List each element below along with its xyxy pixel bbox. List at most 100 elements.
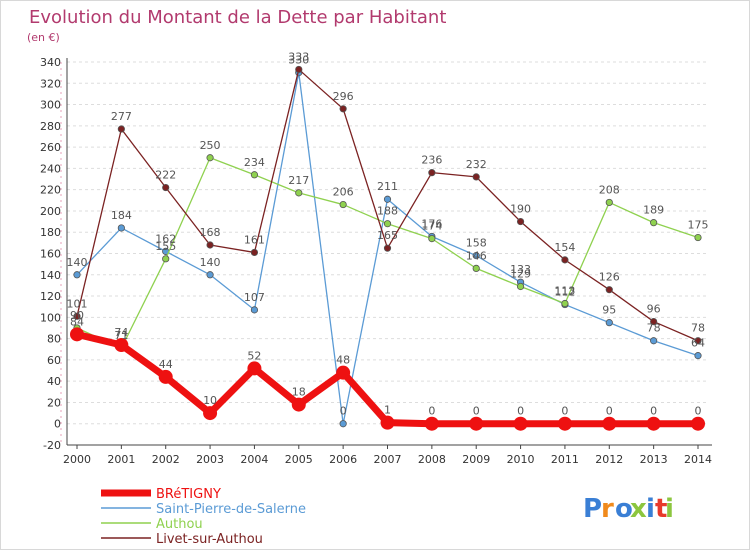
series-point: [428, 169, 436, 177]
data-label: 101: [67, 297, 88, 310]
series-point: [247, 361, 262, 376]
data-label: 140: [200, 256, 221, 269]
y-tick-label: 160: [40, 248, 61, 261]
grid-lines: [67, 61, 708, 446]
legend-label: Authou: [156, 517, 203, 532]
data-label: 78: [647, 322, 661, 335]
data-label: 52: [247, 349, 261, 362]
y-tick-label: 0: [54, 418, 61, 431]
data-label: 330: [288, 54, 309, 67]
series-point: [114, 337, 129, 352]
logo-letter: o: [615, 494, 633, 524]
series-point: [336, 365, 351, 380]
series-point: [291, 397, 306, 412]
y-tick-label: 260: [40, 141, 61, 154]
data-label: 162: [155, 232, 176, 245]
series-point: [605, 198, 613, 207]
series-point: [339, 420, 347, 428]
data-label: 95: [602, 304, 616, 317]
legend: BRéTIGNYSaint-Pierre-de-SalerneAuthouLiv…: [101, 487, 306, 547]
series-point: [117, 224, 125, 232]
y-tick-labels: -20 0 20 40 60 80 100 120 140 160 180 200 220 240 260 2…: [40, 56, 61, 452]
series-point: [339, 105, 347, 113]
logo-letter: i: [665, 494, 674, 524]
logo-letter: t: [655, 494, 667, 524]
series-point: [117, 125, 125, 133]
series-point: [295, 65, 303, 74]
logo-letter: x: [630, 494, 647, 524]
x-tick-label: 2011: [551, 453, 579, 466]
x-tick-label: 2007: [374, 453, 402, 466]
data-label: 96: [647, 303, 661, 316]
data-label: 0: [340, 405, 347, 418]
logo-letter: i: [646, 494, 655, 524]
data-label: 217: [288, 174, 309, 187]
data-label: 211: [377, 180, 398, 193]
data-label: 107: [244, 291, 265, 304]
y-tick-label: 240: [40, 162, 61, 175]
series-point: [646, 416, 661, 431]
x-tick-label: 2005: [285, 453, 313, 466]
series-point: [73, 271, 81, 279]
series-point: [472, 252, 480, 260]
x-tick-label: 2013: [640, 453, 668, 466]
data-label: 112: [554, 286, 575, 299]
data-label: 0: [695, 405, 702, 418]
y-tick-label: 40: [47, 375, 61, 388]
series-point: [70, 327, 84, 342]
data-label: 78: [691, 322, 705, 335]
series-point: [339, 200, 347, 209]
y-tick-label: 120: [40, 290, 61, 303]
logo-letter: P: [583, 494, 602, 524]
y-tick-label: -20: [43, 439, 61, 452]
logo-letter: r: [601, 494, 614, 524]
series-point: [472, 173, 480, 181]
data-label: 158: [466, 237, 487, 250]
data-label: 140: [67, 256, 88, 269]
series-point: [605, 319, 613, 327]
x-tick-label: 2012: [595, 453, 623, 466]
x-tick-label: 2003: [196, 453, 224, 466]
series-point: [605, 286, 613, 294]
data-label: 10: [203, 394, 217, 407]
series-point: [383, 220, 392, 228]
series-point: [73, 312, 81, 320]
data-label: 222: [155, 169, 176, 182]
data-label: 189: [643, 204, 664, 217]
series-point: [513, 416, 528, 431]
series-point: [250, 306, 259, 314]
x-tick-label: 2008: [418, 453, 446, 466]
data-label: 146: [466, 249, 487, 262]
y-tick-label: 180: [40, 226, 61, 239]
x-tick-label: 2009: [462, 453, 490, 466]
series-point: [602, 416, 617, 431]
data-label: 129: [510, 267, 531, 280]
data-label: 44: [159, 358, 173, 371]
x-tick-label: 2014: [684, 453, 712, 466]
data-label: 74: [114, 326, 128, 339]
chart-subtitle: (en €): [27, 31, 60, 44]
y-tick-label: 200: [40, 205, 61, 218]
data-label: 126: [599, 271, 620, 284]
series-point: [206, 154, 214, 162]
data-label: 64: [691, 337, 705, 350]
data-label: 206: [333, 186, 354, 199]
x-tick-labels: 2000 2001 2002 2003 2004 2005 2006 2007 2008 2009…: [63, 453, 712, 466]
series-point: [250, 171, 259, 179]
data-label: 234: [244, 156, 265, 169]
data-label: 48: [336, 354, 350, 367]
series-point: [516, 217, 525, 226]
series-point: [206, 241, 214, 249]
data-label: 184: [111, 209, 132, 222]
series-point: [650, 317, 658, 326]
series-point: [295, 189, 303, 197]
data-label: 0: [517, 405, 524, 418]
chart-title: Evolution du Montant de la Dette par Hab…: [29, 7, 446, 28]
data-label: 0: [561, 405, 568, 418]
series-point: [650, 337, 658, 345]
y-tick-label: 140: [40, 269, 61, 282]
x-tick-label: 2006: [329, 453, 357, 466]
y-tick-label: 300: [40, 99, 61, 112]
